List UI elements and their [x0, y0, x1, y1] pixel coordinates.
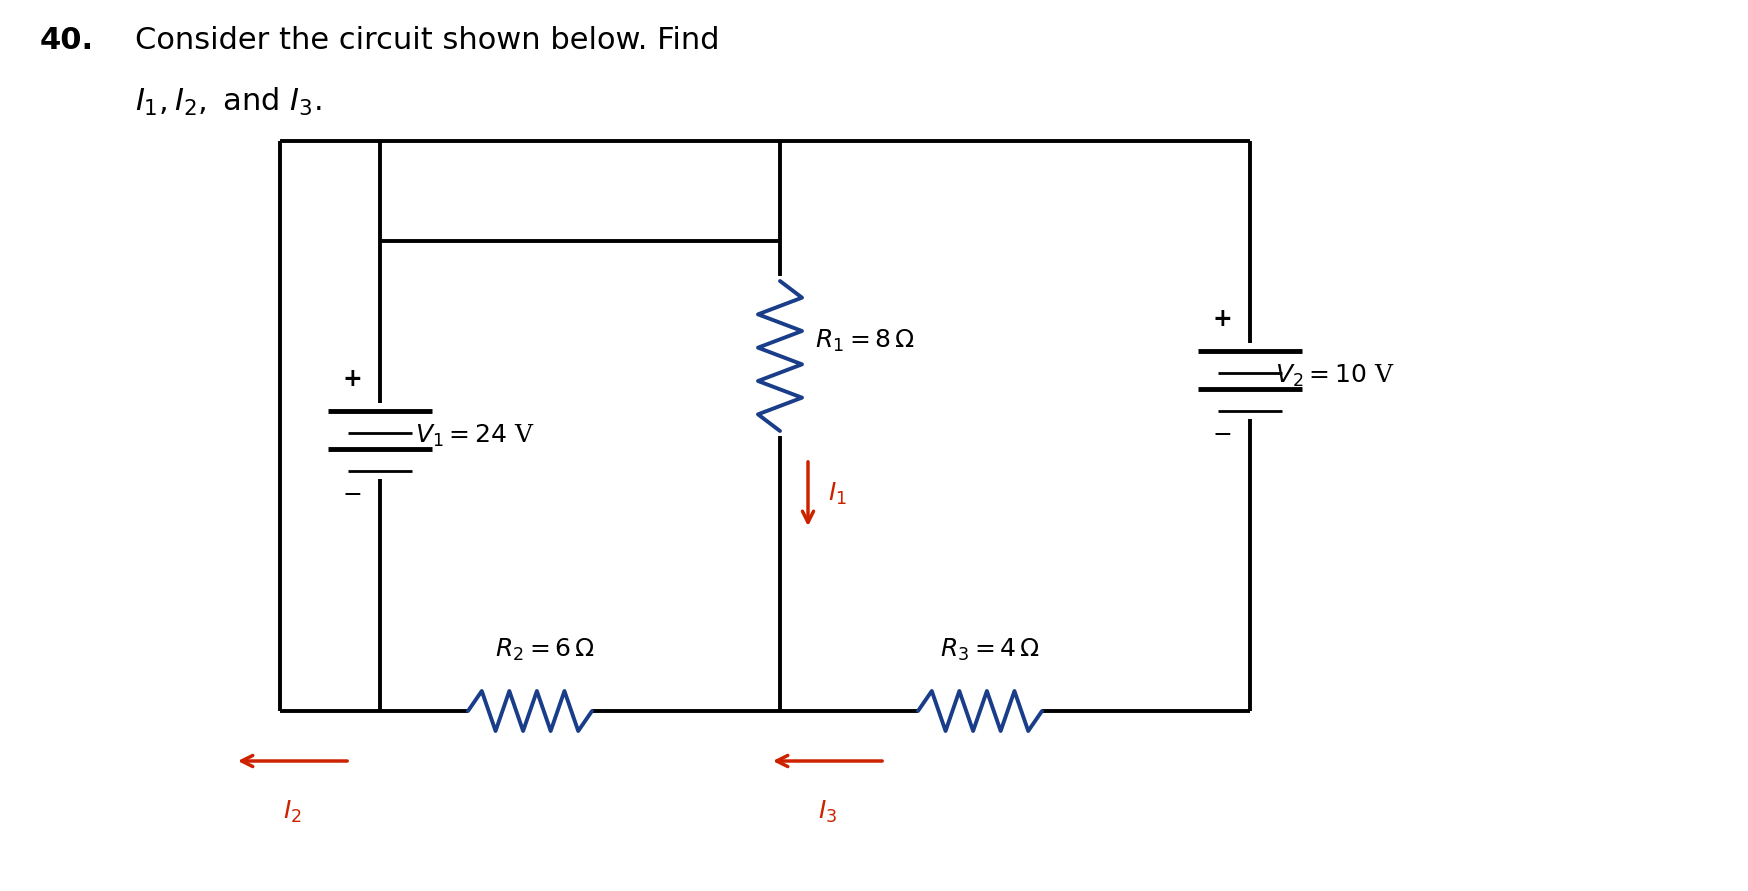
- Text: Consider the circuit shown below. Find: Consider the circuit shown below. Find: [135, 26, 718, 55]
- Text: $I_1, I_2,$ and $I_3$.: $I_1, I_2,$ and $I_3$.: [135, 86, 322, 119]
- Text: $-$: $-$: [343, 481, 362, 505]
- Text: $I_3$: $I_3$: [818, 799, 837, 825]
- Text: $R_3 = 4\,\Omega$: $R_3 = 4\,\Omega$: [939, 637, 1040, 663]
- Text: +: +: [343, 367, 362, 391]
- Text: 40.: 40.: [40, 26, 94, 55]
- Text: $R_2 = 6\,\Omega$: $R_2 = 6\,\Omega$: [495, 637, 594, 663]
- Text: $V_1 = 24$ V: $V_1 = 24$ V: [414, 423, 535, 449]
- Text: $I_2$: $I_2$: [283, 799, 302, 825]
- Text: $R_1 = 8\,\Omega$: $R_1 = 8\,\Omega$: [815, 328, 914, 354]
- Text: $-$: $-$: [1211, 421, 1231, 445]
- Text: $I_1$: $I_1$: [827, 481, 846, 507]
- Text: +: +: [1211, 307, 1231, 331]
- Text: $V_2 = 10$ V: $V_2 = 10$ V: [1274, 363, 1393, 389]
